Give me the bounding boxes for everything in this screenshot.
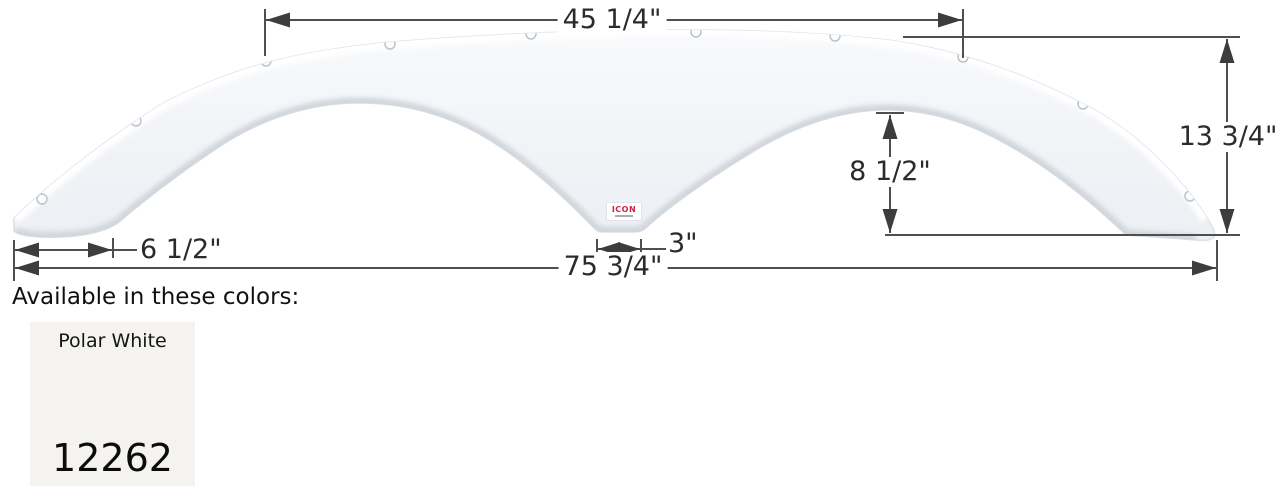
color-swatch-polar-white[interactable]: Polar White 12262 [30, 322, 195, 486]
dimension-end-tip-width: 6 1/2" [140, 234, 222, 265]
dimension-overall-width: 75 3/4" [558, 252, 668, 282]
dimension-arrowheads [15, 12, 1235, 276]
color-swatch-number: 12262 [52, 436, 173, 480]
dimension-arch-height: 8 1/2" [844, 157, 936, 187]
color-swatch-name: Polar White [58, 330, 167, 352]
brand-logo-text: ICON [611, 205, 637, 214]
dimension-top-width: 45 1/4" [557, 5, 667, 35]
dimension-overall-height: 13 3/4" [1173, 122, 1280, 152]
brand-logo: ICON [606, 202, 642, 221]
dimension-center-width: 3" [668, 228, 698, 259]
available-colors-heading: Available in these colors: [12, 284, 300, 310]
brand-logo-tagline [615, 215, 633, 217]
